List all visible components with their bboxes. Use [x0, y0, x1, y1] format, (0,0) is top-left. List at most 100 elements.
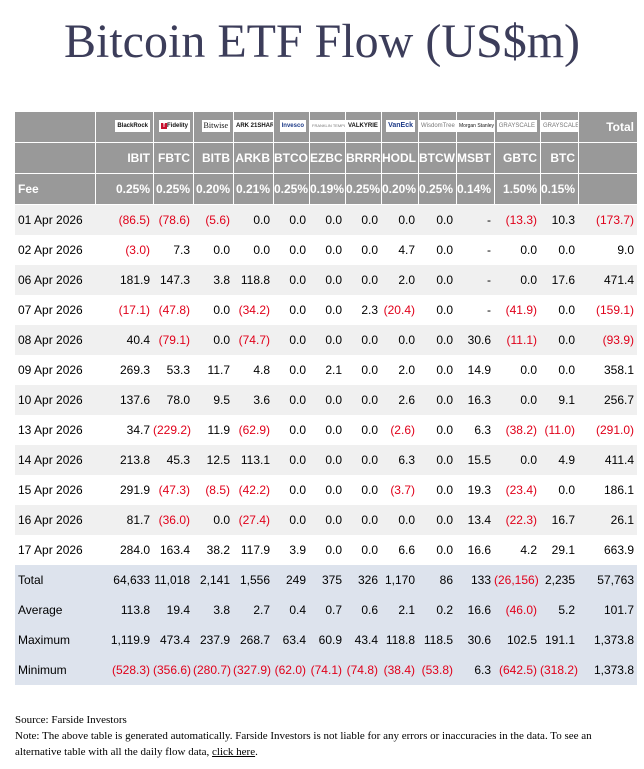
- flow-cell: 16.7: [540, 505, 578, 535]
- invesco-logo: Invesco: [279, 119, 306, 132]
- fee-total-blank: [578, 174, 637, 205]
- summary-cell: (528.3): [95, 655, 153, 685]
- summary-total: 101.7: [578, 595, 637, 625]
- flow-cell: 38.2: [193, 535, 233, 565]
- flow-cell: 0.0: [233, 235, 273, 265]
- flow-cell: 15.5: [456, 445, 494, 475]
- row-total: 9.0: [578, 235, 637, 265]
- flow-cell: 0.0: [309, 475, 345, 505]
- flow-cell: 117.9: [233, 535, 273, 565]
- flow-cell: 6.3: [456, 415, 494, 445]
- flow-cell: 0.0: [540, 235, 578, 265]
- grayscale-logo: GRAYSCALE: [496, 119, 537, 132]
- summary-cell: (642.5): [494, 655, 540, 685]
- ticker-btco: BTCO: [273, 143, 309, 174]
- flow-cell: 0.0: [273, 475, 309, 505]
- summary-label: Minimum: [15, 655, 95, 685]
- flow-cell: 213.8: [95, 445, 153, 475]
- fee-gbtc: 1.50%: [494, 174, 540, 205]
- flow-cell: 0.0: [345, 385, 381, 415]
- morgan-stanley-logo: Morgan Stanley: [457, 119, 494, 132]
- flow-cell: 0.0: [345, 235, 381, 265]
- ticker-ezbc: EZBC: [309, 143, 345, 174]
- flow-cell: 9.1: [540, 385, 578, 415]
- fidelity-logo: f Fidelity: [158, 119, 190, 132]
- row-total: 26.1: [578, 505, 637, 535]
- summary-cell: (318.2): [540, 655, 578, 685]
- summary-cell: 102.5: [494, 625, 540, 655]
- flow-cell: 6.3: [381, 445, 418, 475]
- summary-cell: (356.6): [153, 655, 193, 685]
- table-row: 09 Apr 2026 269.3 53.3 11.7 4.8 0.0 2.1 0.0 2.0 0…: [15, 355, 637, 385]
- summary-cell: 30.6: [456, 625, 494, 655]
- flow-cell: (47.8): [153, 295, 193, 325]
- row-total: 186.1: [578, 475, 637, 505]
- table-row: 08 Apr 2026 40.4 (79.1) 0.0 (74.7) 0.0 0.0 0.0 0…: [15, 325, 637, 355]
- summary-label: Average: [15, 595, 95, 625]
- flow-cell: (13.3): [494, 205, 540, 235]
- summary-cell: 2,141: [193, 565, 233, 595]
- summary-cell: (38.4): [381, 655, 418, 685]
- summary-cell: 5.2: [540, 595, 578, 625]
- flow-cell: 0.0: [345, 475, 381, 505]
- table-row: 10 Apr 2026 137.6 78.0 9.5 3.6 0.0 0.0 0.0 2.6 0.…: [15, 385, 637, 415]
- flow-cell: 45.3: [153, 445, 193, 475]
- flow-cell: -: [456, 205, 494, 235]
- flow-cell: 0.0: [345, 505, 381, 535]
- flow-cell: 2.6: [381, 385, 418, 415]
- flow-cell: 0.0: [381, 205, 418, 235]
- summary-cell: (74.8): [345, 655, 381, 685]
- flow-cell: 137.6: [95, 385, 153, 415]
- flow-cell: 163.4: [153, 535, 193, 565]
- flow-cell: 17.6: [540, 265, 578, 295]
- row-total: 358.1: [578, 355, 637, 385]
- ark-logo: ARK 21SHARES: [234, 119, 273, 132]
- flow-cell: 3.8: [193, 265, 233, 295]
- flow-cell: 291.9: [95, 475, 153, 505]
- flow-cell: 7.3: [153, 235, 193, 265]
- flow-cell: 0.0: [309, 235, 345, 265]
- flow-cell: 0.0: [309, 325, 345, 355]
- ticker-fbtc: FBTC: [153, 143, 193, 174]
- flow-cell: 0.0: [494, 265, 540, 295]
- flow-cell: 4.8: [233, 355, 273, 385]
- row-date: 13 Apr 2026: [15, 415, 95, 445]
- row-date: 10 Apr 2026: [15, 385, 95, 415]
- flow-cell: 10.3: [540, 205, 578, 235]
- daily-flows: 01 Apr 2026 (86.5) (78.6) (5.6) 0.0 0.0 0.0 0.0…: [15, 205, 637, 565]
- flow-cell: 0.0: [494, 355, 540, 385]
- ticker-bitb: BITB: [193, 143, 233, 174]
- flow-cell: 0.0: [418, 295, 456, 325]
- flow-cell: -: [456, 235, 494, 265]
- alternative-table-link[interactable]: click here: [212, 746, 256, 758]
- fee-ezbc: 0.19%: [309, 174, 345, 205]
- flow-cell: (34.2): [233, 295, 273, 325]
- flow-cell: 16.6: [456, 535, 494, 565]
- flow-cell: 11.9: [193, 415, 233, 445]
- flow-cell: 0.0: [418, 475, 456, 505]
- flow-cell: (42.2): [233, 475, 273, 505]
- table-row: 13 Apr 2026 34.7 (229.2) 11.9 (62.9) 0.0 0.0 0.…: [15, 415, 637, 445]
- flow-cell: 0.0: [418, 445, 456, 475]
- total-column-header: Total: [578, 112, 637, 143]
- fee-msbt: 0.14%: [456, 174, 494, 205]
- summary-cell: 19.4: [153, 595, 193, 625]
- flow-cell: 4.7: [381, 235, 418, 265]
- flow-cell: 0.0: [494, 235, 540, 265]
- flow-cell: (2.6): [381, 415, 418, 445]
- row-date: 01 Apr 2026: [15, 205, 95, 235]
- summary-row-maximum: Maximum 1,119.9 473.4 237.9 268.7 63.4 60.9 43.…: [15, 625, 637, 655]
- flow-cell: 53.3: [153, 355, 193, 385]
- summary-cell: (280.7): [193, 655, 233, 685]
- flow-cell: 0.0: [309, 535, 345, 565]
- flow-cell: 0.0: [309, 295, 345, 325]
- flow-cell: (23.4): [494, 475, 540, 505]
- flow-cell: 0.0: [418, 205, 456, 235]
- flow-cell: 4.2: [494, 535, 540, 565]
- flow-cell: 0.0: [273, 505, 309, 535]
- flow-cell: 40.4: [95, 325, 153, 355]
- table-row: 14 Apr 2026 213.8 45.3 12.5 113.1 0.0 0.0 0.0 6.…: [15, 445, 637, 475]
- summary-cell: 268.7: [233, 625, 273, 655]
- flow-cell: 16.3: [456, 385, 494, 415]
- fee-arkb: 0.21%: [233, 174, 273, 205]
